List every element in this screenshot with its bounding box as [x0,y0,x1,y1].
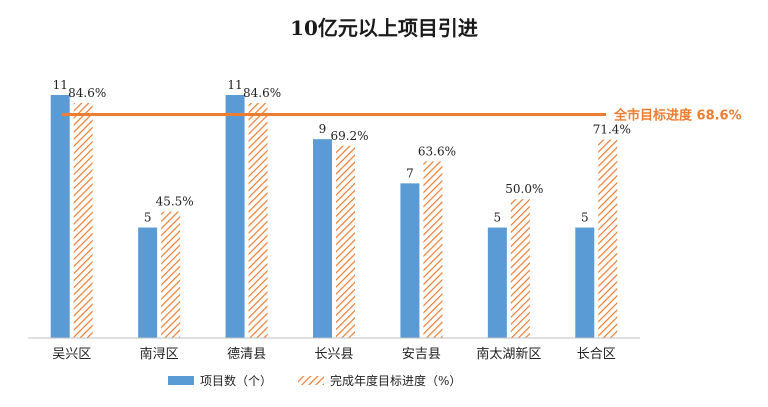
progress-bar [423,161,443,338]
category-tick-label: 安吉县 [402,347,441,362]
count-bar [400,183,420,338]
target-line-label: 全市目标进度 68.6% [613,107,742,123]
legend-progress-label: 完成年度目标进度（%） [330,373,461,388]
target-layer: 全市目标进度 68.6% [62,107,742,123]
progress-bar [73,103,93,338]
progress-bar [598,139,618,338]
legend-count-swatch [168,376,194,385]
progress-bar [161,211,181,338]
category-tick-label: 吴兴区 [52,347,91,362]
count-data-label: 5 [144,211,152,225]
count-data-label: 11 [227,78,242,92]
progress-bar [510,199,530,338]
progress-data-label: 50.0% [505,182,543,196]
count-bar [313,139,332,338]
count-data-label: 11 [53,78,68,92]
progress-data-label: 69.2% [330,129,368,143]
category-tick-label: 德清县 [227,347,266,362]
count-data-label: 5 [494,211,502,225]
legend-count-label: 项目数（个） [200,373,272,388]
category-tick-label: 长合区 [577,347,616,362]
progress-bar [336,145,355,338]
count-data-label: 7 [406,166,414,180]
count-data-label: 9 [319,122,327,136]
progress-data-label: 71.4% [593,123,631,137]
category-tick-label: 南太湖新区 [476,346,541,362]
legend-progress-swatch [298,376,324,385]
category-labels: 吴兴区 南浔区 德清县 长兴县 安吉县 南太湖新区 长合区 [52,346,616,362]
count-bar [575,227,595,338]
count-bar [487,227,507,338]
progress-data-label: 84.6% [68,86,106,100]
progress-data-label: 45.5% [156,195,194,209]
progress-bar [248,103,268,338]
legend: 项目数（个） 完成年度目标进度（%） [168,373,461,388]
category-tick-label: 长兴县 [314,347,353,362]
chart-title: 10亿元以上项目引进 [290,16,478,40]
count-bar [138,227,158,338]
count-bar [50,95,70,338]
count-bar [225,95,245,338]
category-tick-label: 南浔区 [140,346,179,362]
progress-data-label: 84.6% [243,86,281,100]
progress-data-label: 63.6% [418,144,456,158]
count-data-label: 5 [581,211,589,225]
